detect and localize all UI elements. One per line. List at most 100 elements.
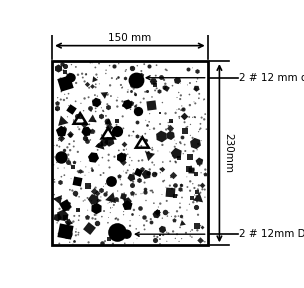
Point (164, 85, 168, 90)
Point (155, 235, 160, 239)
Point (147, 111, 152, 116)
Point (127, 155, 132, 160)
Point (195, 76, 200, 81)
Point (144, 142, 149, 147)
Point (188, 188, 192, 193)
Point (154, 209, 159, 214)
Point (101, 184, 106, 189)
Point (116, 95, 120, 100)
Point (53, 197, 57, 202)
Point (137, 75, 142, 79)
Point (65, 219, 70, 224)
Point (77, 127, 82, 132)
Point (197, 92, 202, 96)
Point (163, 67, 168, 72)
Point (168, 190, 173, 195)
Point (152, 126, 157, 131)
Point (93, 99, 98, 104)
Point (192, 193, 197, 197)
Point (94, 203, 99, 208)
Point (73, 190, 78, 195)
Point (129, 182, 134, 187)
Point (196, 129, 201, 134)
Point (90, 155, 95, 159)
Point (161, 84, 166, 89)
Point (180, 221, 185, 226)
Point (173, 193, 178, 198)
Point (125, 90, 130, 94)
Point (68, 162, 73, 167)
Point (66, 236, 71, 240)
Point (81, 199, 86, 203)
Point (107, 139, 112, 143)
Point (182, 120, 187, 124)
Point (93, 65, 98, 70)
Point (102, 140, 107, 144)
Point (130, 66, 135, 70)
Point (62, 70, 67, 75)
Point (197, 163, 202, 168)
Point (129, 101, 134, 106)
Point (84, 72, 89, 76)
Point (192, 186, 197, 190)
Point (174, 193, 179, 198)
Point (98, 173, 103, 177)
Point (143, 172, 148, 177)
Point (112, 64, 117, 69)
Text: 2 # 12 mm dia: 2 # 12 mm dia (240, 73, 304, 83)
Point (150, 95, 154, 99)
Point (169, 214, 174, 219)
Point (109, 200, 114, 204)
Point (116, 232, 121, 236)
Point (59, 89, 64, 94)
Point (193, 205, 198, 210)
Point (135, 120, 140, 124)
Point (97, 82, 102, 86)
Point (76, 72, 81, 77)
Point (201, 239, 206, 244)
Point (200, 183, 205, 187)
Point (160, 227, 165, 231)
Point (100, 240, 105, 245)
Point (82, 198, 87, 202)
Point (93, 109, 98, 114)
Point (66, 159, 71, 164)
Point (105, 201, 110, 206)
Point (74, 65, 78, 69)
Point (187, 92, 192, 97)
Point (152, 79, 157, 84)
Point (56, 196, 61, 200)
Point (202, 117, 207, 122)
Point (71, 139, 76, 143)
Point (181, 107, 185, 112)
Point (143, 149, 148, 154)
Point (120, 99, 125, 104)
Point (171, 218, 176, 222)
Point (173, 236, 178, 241)
Point (94, 72, 99, 77)
Point (78, 113, 83, 118)
Point (62, 202, 67, 207)
Point (136, 178, 141, 183)
Point (163, 82, 168, 86)
Point (151, 172, 156, 177)
Point (135, 109, 140, 113)
Point (75, 232, 80, 237)
Point (138, 134, 143, 139)
Point (65, 220, 70, 224)
Point (195, 68, 199, 73)
Point (193, 141, 198, 146)
Point (172, 138, 177, 142)
Point (143, 186, 148, 191)
Point (153, 171, 157, 176)
Point (86, 226, 91, 230)
Point (85, 196, 90, 200)
Point (118, 155, 123, 159)
Point (153, 83, 157, 87)
Point (105, 105, 110, 110)
Point (193, 87, 198, 91)
Point (122, 191, 127, 196)
Point (66, 157, 71, 162)
Point (198, 122, 203, 126)
Point (71, 239, 76, 243)
